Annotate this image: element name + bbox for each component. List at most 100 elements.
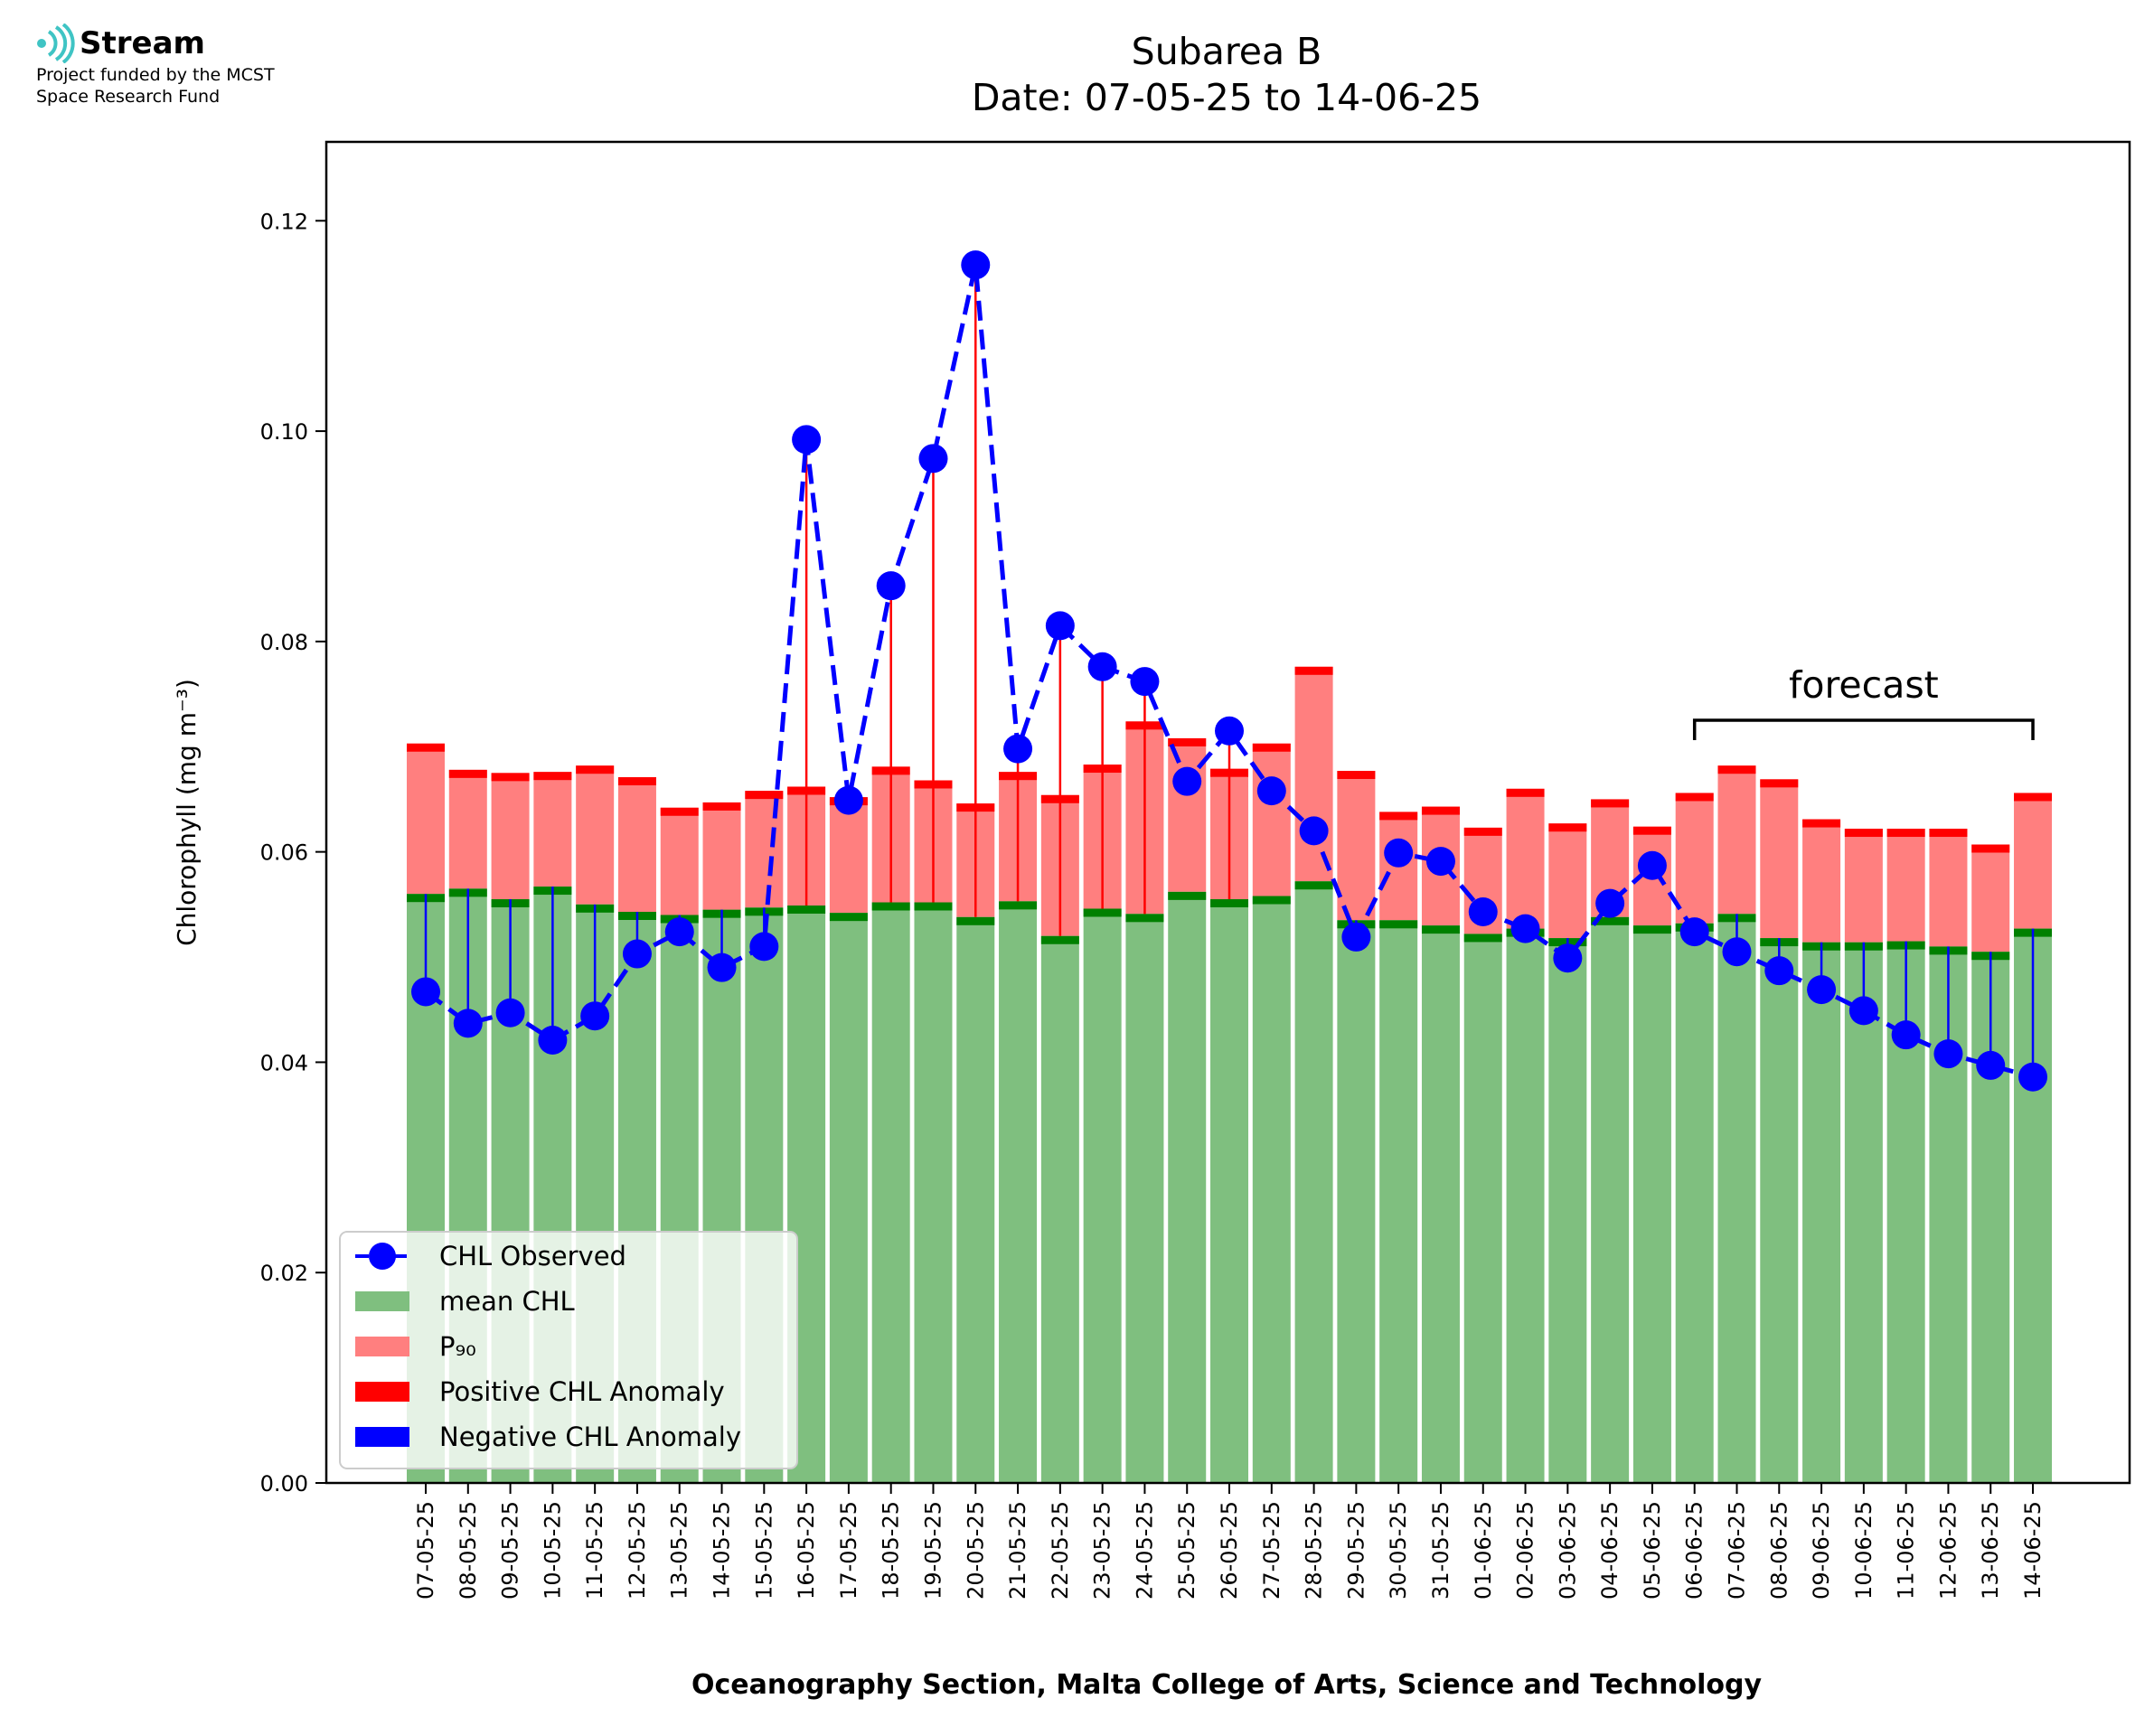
p90-cap bbox=[1506, 788, 1545, 797]
observed-point bbox=[453, 1009, 483, 1038]
observed-point bbox=[1215, 716, 1245, 746]
forecast-label: forecast bbox=[1789, 663, 1939, 707]
mean-bar bbox=[871, 902, 910, 1483]
p90-bar bbox=[1971, 844, 2010, 952]
p90-bar bbox=[1337, 771, 1376, 921]
observed-point bbox=[876, 571, 906, 601]
observed-point bbox=[1848, 996, 1878, 1026]
logo-name: Stream bbox=[80, 25, 205, 61]
p90-cap bbox=[1337, 771, 1376, 780]
x-tick-label: 21-05-25 bbox=[1005, 1501, 1030, 1600]
mean-bar bbox=[1844, 942, 1883, 1483]
y-tick-label: 0.08 bbox=[260, 630, 308, 655]
p90-bar bbox=[1252, 743, 1291, 896]
x-tick-label: 20-05-25 bbox=[963, 1501, 988, 1600]
x-tick-label: 23-05-25 bbox=[1090, 1501, 1115, 1600]
x-tick-label: 31-05-25 bbox=[1428, 1501, 1453, 1600]
observed-point bbox=[1003, 734, 1033, 764]
observed-point bbox=[1722, 937, 1752, 967]
x-tick-label: 22-05-25 bbox=[1048, 1501, 1073, 1600]
p90-cap bbox=[2014, 793, 2053, 802]
mean-cap bbox=[1210, 899, 1249, 908]
observed-point bbox=[749, 932, 779, 962]
legend-positive-swatch bbox=[355, 1382, 409, 1402]
p90-cap bbox=[1252, 743, 1291, 752]
x-tick-label: 10-05-25 bbox=[540, 1501, 565, 1600]
p90-cap bbox=[533, 772, 572, 781]
p90-bar bbox=[1506, 788, 1545, 929]
p90-bar bbox=[533, 772, 572, 887]
x-axis-label: Oceanography Section, Malta College of A… bbox=[691, 1669, 1763, 1701]
mean-bar bbox=[1040, 935, 1079, 1483]
logo-funding-line-1: Project funded by the MCST bbox=[36, 65, 275, 85]
mean-cap bbox=[914, 902, 953, 911]
p90-bar bbox=[1929, 829, 1968, 947]
mean-cap bbox=[1168, 891, 1207, 900]
p90-bar bbox=[660, 807, 699, 915]
legend-mean-swatch bbox=[355, 1291, 409, 1311]
x-tick-label: 12-06-25 bbox=[1935, 1501, 1961, 1600]
observed-point bbox=[1468, 896, 1498, 926]
x-tick-label: 08-05-25 bbox=[456, 1501, 481, 1600]
forecast-annotation: forecast bbox=[1692, 663, 2035, 740]
x-tick-label: 13-06-25 bbox=[1978, 1501, 2003, 1600]
x-tick-label: 14-06-25 bbox=[2020, 1501, 2046, 1600]
observed-point bbox=[707, 952, 737, 982]
stream-waves-icon bbox=[37, 23, 75, 63]
observed-point bbox=[1510, 914, 1540, 943]
legend-observed-marker bbox=[369, 1243, 396, 1270]
p90-cap bbox=[745, 791, 784, 800]
observed-point bbox=[961, 250, 991, 280]
y-tick-label: 0.12 bbox=[260, 209, 308, 234]
p90-bar bbox=[1717, 765, 1756, 915]
observed-point bbox=[1595, 888, 1625, 918]
p90-bar bbox=[407, 743, 445, 895]
mean-cap bbox=[999, 901, 1038, 910]
y-tick-label: 0.00 bbox=[260, 1471, 308, 1497]
p90-cap bbox=[1379, 812, 1418, 821]
p90-bar bbox=[1675, 793, 1714, 924]
mean-cap bbox=[829, 913, 868, 922]
x-tick-label: 28-05-25 bbox=[1302, 1501, 1327, 1600]
x-tick-label: 08-06-25 bbox=[1766, 1501, 1792, 1600]
mean-bar bbox=[1506, 928, 1545, 1483]
chart-title: Subarea B bbox=[1132, 30, 1322, 73]
mean-bar bbox=[999, 901, 1038, 1483]
mean-bar bbox=[914, 902, 953, 1483]
mean-cap bbox=[1421, 925, 1460, 934]
p90-cap bbox=[702, 802, 741, 811]
mean-cap bbox=[1083, 908, 1122, 917]
legend-negative-swatch bbox=[355, 1427, 409, 1447]
legend-label-p90: P₉₀ bbox=[439, 1331, 476, 1362]
legend-p90-swatch bbox=[355, 1337, 409, 1356]
mean-bar bbox=[1168, 891, 1207, 1483]
p90-cap bbox=[1463, 827, 1502, 836]
observed-point bbox=[1891, 1020, 1921, 1050]
y-tick-label: 0.06 bbox=[260, 840, 308, 866]
mean-bar bbox=[1632, 925, 1671, 1483]
p90-cap bbox=[1844, 829, 1883, 838]
mean-bar bbox=[1210, 899, 1249, 1483]
observed-point bbox=[1807, 975, 1837, 1005]
mean-cap bbox=[871, 902, 910, 911]
stream-logo: Stream Project funded by the MCST Space … bbox=[34, 23, 414, 123]
legend-label-positive: Positive CHL Anomaly bbox=[439, 1376, 725, 1407]
mean-bar bbox=[1463, 934, 1502, 1483]
observed-point bbox=[1764, 956, 1794, 986]
mean-cap bbox=[1379, 920, 1418, 929]
p90-cap bbox=[1632, 826, 1671, 835]
y-tick-label: 0.10 bbox=[260, 419, 308, 445]
observed-point bbox=[1172, 766, 1202, 796]
x-tick-label: 04-06-25 bbox=[1597, 1501, 1623, 1600]
mean-bar bbox=[1294, 881, 1333, 1483]
p90-bar bbox=[617, 777, 656, 912]
x-tick-label: 15-05-25 bbox=[751, 1501, 776, 1600]
y-axis-label: Chlorophyll (mg m⁻³) bbox=[172, 679, 202, 946]
observed-line-layer bbox=[411, 250, 2048, 1092]
observed-point bbox=[1299, 816, 1329, 846]
legend: CHL Observed mean CHL P₉₀ Positive CHL A… bbox=[339, 1231, 798, 1469]
x-tick-label: 13-05-25 bbox=[667, 1501, 692, 1600]
p90-cap bbox=[407, 743, 445, 752]
p90-cap bbox=[1168, 737, 1207, 746]
